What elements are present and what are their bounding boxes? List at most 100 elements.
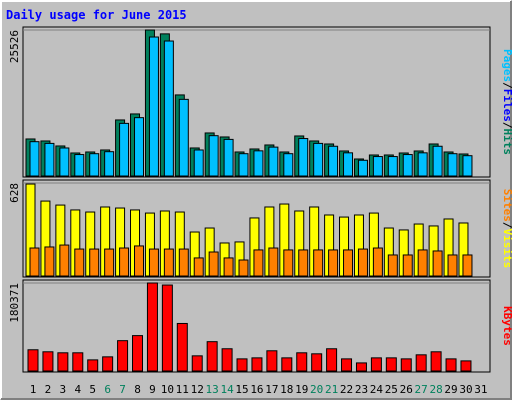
bar xyxy=(238,259,249,277)
x-tick-label: 8 xyxy=(134,383,141,396)
x-tick-label: 9 xyxy=(149,383,156,396)
bar xyxy=(432,145,443,177)
x-tick-label: 30 xyxy=(459,383,472,396)
y-tick-label: 25526 xyxy=(8,30,21,63)
bar xyxy=(119,122,130,177)
bar xyxy=(238,153,249,177)
bar xyxy=(402,154,413,177)
legend-entry: Files xyxy=(501,89,512,122)
bar xyxy=(357,159,368,177)
legend-entry: Hits xyxy=(501,129,512,156)
bar xyxy=(357,248,368,277)
bar xyxy=(59,244,70,277)
bar xyxy=(355,362,367,372)
bar xyxy=(29,141,40,177)
legend-separator: / xyxy=(501,122,512,129)
bar xyxy=(298,138,309,177)
bar xyxy=(178,248,189,277)
bar xyxy=(87,359,99,372)
x-tick-label: 10 xyxy=(161,383,174,396)
x-tick-label: 3 xyxy=(60,383,67,396)
bar xyxy=(221,348,233,372)
x-tick-label: 25 xyxy=(385,383,398,396)
legend-entry: Sites xyxy=(501,189,512,222)
y-tick-label: 180371 xyxy=(8,283,21,323)
bar xyxy=(341,358,353,372)
bar xyxy=(161,284,173,372)
bar xyxy=(163,40,174,177)
bar xyxy=(460,360,472,372)
bar xyxy=(236,358,248,372)
bar xyxy=(134,117,145,177)
x-tick-label: 28 xyxy=(429,383,442,396)
bar xyxy=(328,145,339,177)
x-tick-label: 2 xyxy=(45,383,52,396)
bar xyxy=(372,247,383,277)
bar xyxy=(44,142,55,177)
x-tick-label: 27 xyxy=(415,383,428,396)
bar xyxy=(59,147,70,177)
bar xyxy=(191,355,203,372)
x-tick-label: 17 xyxy=(265,383,278,396)
bar xyxy=(132,335,144,372)
bar xyxy=(29,247,40,277)
bar xyxy=(400,358,412,372)
bar xyxy=(343,152,354,177)
bar xyxy=(415,354,427,372)
x-tick-label: 15 xyxy=(235,383,248,396)
legend-entry: KBytes xyxy=(501,306,512,346)
bar xyxy=(313,249,324,277)
bar xyxy=(447,153,458,177)
x-tick-label: 23 xyxy=(355,383,368,396)
x-tick-label: 1 xyxy=(30,383,37,396)
bar xyxy=(417,152,428,177)
x-tick-label: 13 xyxy=(206,383,219,396)
legend-separator: / xyxy=(501,222,512,229)
y-tick-label: 628 xyxy=(8,183,21,203)
bar xyxy=(148,248,159,277)
bar xyxy=(430,351,442,372)
bar xyxy=(163,248,174,277)
bar xyxy=(370,357,382,372)
bar xyxy=(102,356,114,372)
bar xyxy=(385,357,397,372)
bar xyxy=(223,257,234,277)
bar xyxy=(104,151,115,177)
plot-area xyxy=(22,279,491,373)
bar xyxy=(193,257,204,277)
bar xyxy=(447,254,458,277)
bar xyxy=(445,358,457,372)
bar xyxy=(89,248,100,277)
bar xyxy=(206,341,218,372)
x-tick-label: 12 xyxy=(191,383,204,396)
bar xyxy=(193,149,204,177)
bar xyxy=(119,247,130,277)
x-tick-label: 11 xyxy=(176,383,189,396)
bar xyxy=(268,146,279,177)
bar xyxy=(134,245,145,277)
bar xyxy=(328,249,339,277)
x-tick-label: 26 xyxy=(400,383,413,396)
bar xyxy=(74,248,85,277)
bar xyxy=(462,254,473,277)
legend: KBytes xyxy=(501,306,512,346)
bar xyxy=(402,254,413,277)
x-tick-label: 24 xyxy=(370,383,384,396)
legend: Pages/Files/Hits xyxy=(501,49,512,155)
bar xyxy=(253,249,264,277)
bar xyxy=(176,322,188,372)
bar xyxy=(283,153,294,177)
x-tick-label: 20 xyxy=(310,383,323,396)
bar xyxy=(432,250,443,277)
bar xyxy=(387,156,398,177)
bar xyxy=(208,251,219,277)
bar xyxy=(178,98,189,177)
chart-title: Daily usage for June 2015 xyxy=(6,8,187,22)
bar xyxy=(283,249,294,277)
x-tick-label: 18 xyxy=(280,383,293,396)
bar xyxy=(326,348,338,372)
bar xyxy=(148,36,159,177)
